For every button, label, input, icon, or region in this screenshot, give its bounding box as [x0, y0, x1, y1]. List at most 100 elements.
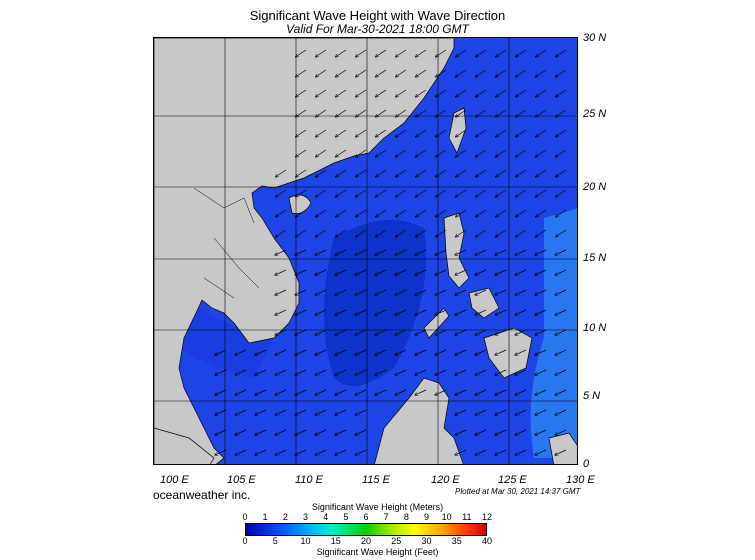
wave-direction-arrow	[316, 229, 327, 237]
wave-direction-arrow	[335, 449, 347, 455]
wave-direction-arrow	[295, 409, 307, 415]
wave-direction-arrow	[336, 89, 347, 97]
wave-direction-arrow	[315, 429, 327, 435]
wave-direction-arrow	[415, 269, 427, 275]
wave-direction-arrow	[536, 109, 547, 117]
wave-direction-arrow	[376, 69, 387, 77]
wave-direction-arrow	[556, 89, 567, 97]
wave-direction-arrow	[436, 229, 447, 237]
wave-direction-arrow	[555, 269, 567, 275]
feet-tick: 0	[242, 536, 248, 546]
wave-direction-arrow	[355, 329, 367, 335]
wave-direction-arrow	[356, 149, 367, 157]
wave-direction-arrow	[355, 369, 367, 375]
wave-direction-arrow	[536, 169, 547, 177]
wave-direction-arrow	[396, 229, 407, 237]
wave-direction-arrow	[376, 89, 387, 97]
wave-direction-arrow	[436, 169, 447, 177]
wave-direction-arrow	[415, 349, 427, 355]
wave-direction-arrow	[536, 149, 547, 157]
wave-direction-arrow	[275, 429, 287, 435]
meters-tick: 8	[403, 512, 409, 522]
wave-direction-arrow	[415, 389, 427, 395]
wave-direction-arrow	[535, 269, 547, 275]
wave-direction-arrow	[215, 389, 227, 395]
wave-direction-arrow	[296, 109, 307, 117]
wave-direction-arrow	[275, 409, 287, 415]
wave-direction-arrow	[456, 109, 467, 117]
wave-direction-arrow	[476, 149, 487, 157]
wave-direction-arrow	[476, 69, 487, 77]
wave-direction-arrow	[315, 409, 327, 415]
wave-direction-arrow	[476, 89, 487, 97]
wave-direction-arrow	[355, 349, 367, 355]
wave-direction-arrow	[355, 309, 367, 315]
lon-label-125e: 125 E	[498, 474, 527, 486]
meters-tick: 2	[282, 512, 288, 522]
lon-label-115e: 115 E	[362, 474, 390, 486]
wave-direction-arrow	[215, 349, 227, 355]
wave-direction-arrow	[315, 249, 327, 255]
wave-direction-arrow	[355, 409, 367, 415]
wave-direction-arrow	[255, 369, 267, 375]
wave-direction-arrow	[335, 429, 347, 435]
wave-direction-arrow	[436, 49, 447, 57]
wave-direction-arrow	[335, 369, 347, 375]
wave-direction-arrow	[555, 309, 567, 315]
wave-direction-arrow	[295, 249, 307, 255]
wave-direction-arrow	[316, 69, 327, 77]
wave-direction-arrow	[315, 309, 327, 315]
sulawesi-island	[548, 432, 577, 464]
wave-direction-arrow	[535, 249, 547, 255]
wave-direction-arrow	[255, 429, 267, 435]
wave-direction-arrow	[336, 189, 347, 197]
wave-direction-arrow	[515, 449, 527, 455]
wave-direction-arrow	[235, 409, 247, 415]
lat-label-15n: 15 N	[583, 252, 607, 264]
wave-direction-arrow	[555, 249, 567, 255]
wave-direction-arrow	[475, 409, 487, 415]
wave-direction-arrow	[375, 389, 387, 395]
wave-direction-arrow	[455, 349, 467, 355]
wave-direction-arrow	[335, 289, 347, 295]
wave-direction-arrow	[376, 229, 387, 237]
wave-direction-arrow	[275, 369, 287, 375]
wave-direction-arrow	[516, 109, 527, 117]
wave-direction-arrow	[496, 189, 507, 197]
wave-direction-arrow	[396, 69, 407, 77]
lat-label-10n: 10 N	[583, 322, 607, 334]
wave-direction-arrow	[296, 89, 307, 97]
wave-direction-arrow	[296, 69, 307, 77]
lon-label-130e: 130 E	[566, 474, 595, 486]
wave-direction-arrow	[556, 149, 567, 157]
wave-direction-arrow	[295, 449, 307, 455]
wave-direction-arrow	[276, 169, 287, 177]
wave-direction-arrow	[316, 189, 327, 197]
wave-direction-arrow	[515, 329, 527, 335]
wave-direction-arrow	[436, 109, 447, 117]
wave-direction-arrow	[435, 329, 447, 335]
wave-direction-arrow	[436, 69, 447, 77]
wave-direction-arrow	[376, 149, 387, 157]
wave-direction-arrow	[295, 269, 307, 275]
wave-direction-arrow	[275, 449, 287, 455]
higher-wave-zone	[530, 208, 577, 458]
wave-direction-arrow	[496, 169, 507, 177]
wave-direction-arrow	[516, 169, 527, 177]
wave-direction-arrow	[235, 349, 247, 355]
wave-direction-arrow	[416, 149, 427, 157]
wave-direction-arrow	[455, 289, 467, 295]
wave-direction-arrow	[535, 369, 547, 375]
wave-direction-arrow	[296, 169, 307, 177]
wave-direction-arrow	[235, 389, 247, 395]
feet-tick: 15	[330, 536, 341, 546]
wave-direction-arrow	[556, 229, 567, 237]
wave-direction-arrow	[556, 109, 567, 117]
wave-direction-arrow	[316, 109, 327, 117]
wave-direction-arrow	[476, 109, 487, 117]
wave-direction-arrow	[415, 369, 427, 375]
wave-direction-arrow	[436, 209, 447, 217]
wave-direction-arrow	[516, 209, 527, 217]
wave-direction-arrow	[335, 389, 347, 395]
wave-direction-arrow	[455, 429, 467, 435]
